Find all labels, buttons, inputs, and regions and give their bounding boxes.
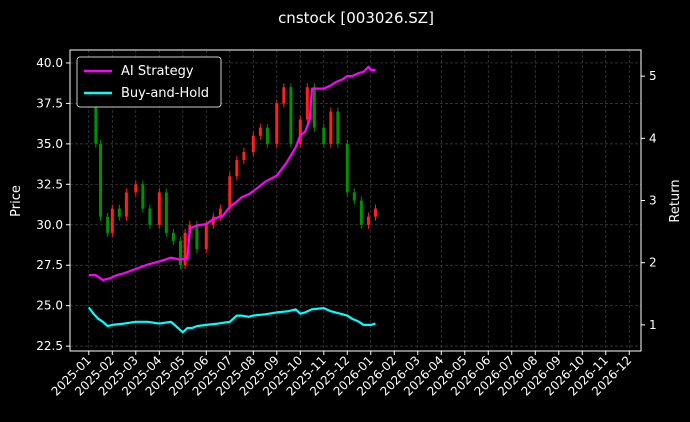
y-left-tick-label: 32.5 xyxy=(36,177,63,191)
legend-label-buy-and-hold: Buy-and-Hold xyxy=(121,86,209,101)
series-line-buy-and-hold xyxy=(87,306,376,334)
y-axis-left: 22.5 25.0 27.5 30.0 32.5 35.0 37.5 40.0 xyxy=(36,56,70,353)
y-left-tick-label: 30.0 xyxy=(36,218,63,232)
candle-body xyxy=(322,127,326,144)
y-left-tick-label: 40.0 xyxy=(36,56,63,70)
y-left-tick-label: 27.5 xyxy=(36,258,63,272)
candle-body xyxy=(164,192,168,233)
candle-body xyxy=(148,208,152,225)
candle-body xyxy=(242,151,246,161)
y-left-tick-label: 37.5 xyxy=(36,96,63,110)
legend: AI Strategy Buy-and-Hold xyxy=(76,56,222,108)
y-right-tick-label: 5 xyxy=(649,69,657,83)
candle-body xyxy=(171,232,175,241)
candle-body xyxy=(258,127,262,136)
candle-body xyxy=(251,135,255,152)
return-lines xyxy=(87,65,376,334)
candle-body xyxy=(99,143,103,217)
candle-body xyxy=(289,87,293,144)
candle-body xyxy=(183,232,187,266)
candle-body xyxy=(106,216,110,233)
y-left-tick-label: 22.5 xyxy=(36,339,63,353)
candle-body xyxy=(359,200,363,225)
candle-body xyxy=(312,87,316,128)
price-candles xyxy=(94,83,377,270)
candle-body xyxy=(345,143,349,193)
candle-body xyxy=(178,240,182,266)
candle-body xyxy=(157,192,161,225)
y-left-tick-label: 25.0 xyxy=(36,299,63,313)
y-left-tick-label: 35.0 xyxy=(36,137,63,151)
candle-body xyxy=(94,103,98,144)
candle-body xyxy=(305,87,309,120)
candle-body xyxy=(298,119,302,144)
candle-body xyxy=(141,184,145,209)
candle-body xyxy=(352,192,356,201)
candle-body xyxy=(336,111,340,144)
candle-body xyxy=(195,224,199,250)
candle-body xyxy=(228,176,232,209)
candle-body xyxy=(124,192,128,217)
candle-body xyxy=(366,216,370,225)
candle-body xyxy=(204,224,208,250)
chart-title: cnstock [003026.SZ] xyxy=(278,9,434,27)
candle-body xyxy=(235,160,239,177)
candle-body xyxy=(275,103,279,144)
y-axis-right-label: Return xyxy=(668,179,683,222)
candle-body xyxy=(282,87,286,104)
y-right-tick-label: 1 xyxy=(649,318,657,332)
y-right-tick-label: 2 xyxy=(649,256,657,270)
y-axis-right: 1 2 3 4 5 xyxy=(641,69,657,332)
y-axis-left-label: Price xyxy=(9,185,24,217)
legend-label-ai-strategy: AI Strategy xyxy=(121,64,194,79)
candle-body xyxy=(117,208,121,217)
candle-body xyxy=(211,216,215,225)
candle-body xyxy=(373,208,377,217)
candle-body xyxy=(265,127,269,144)
series-line-ai-strategy xyxy=(88,65,376,282)
candle-body xyxy=(134,184,138,193)
candle-body xyxy=(218,208,222,217)
y-right-tick-label: 4 xyxy=(649,131,657,145)
legend-box xyxy=(76,56,222,108)
candle-body xyxy=(110,208,114,233)
y-right-tick-label: 3 xyxy=(649,194,657,208)
candle-body xyxy=(329,111,333,144)
